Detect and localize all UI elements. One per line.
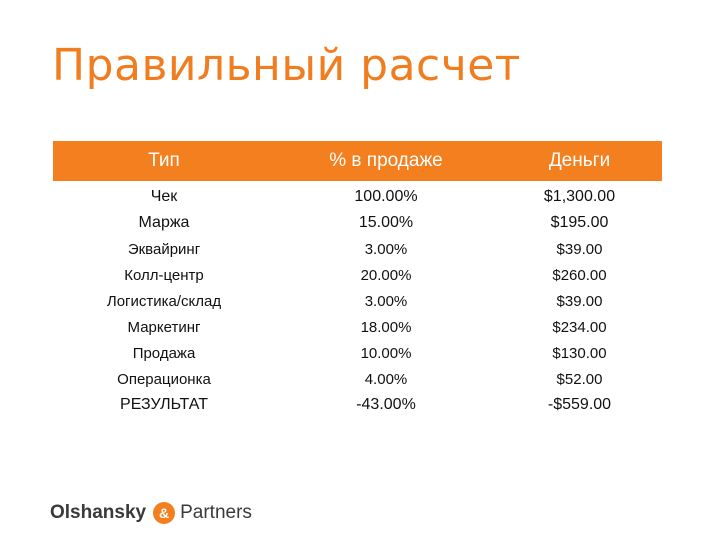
cell-money: $39.00: [556, 240, 603, 258]
cell-money: $52.00: [556, 370, 603, 388]
table-row: Логистика/склад 3.00% $39.00: [53, 288, 662, 314]
table-row: Чек 100.00% $1,300.00: [53, 184, 662, 210]
cell-type: РЕЗУЛЬТАТ: [120, 396, 208, 413]
logo-ampersand-icon: &: [153, 502, 176, 524]
cell-percent: 4.00%: [364, 370, 408, 388]
cell-percent: 100.00%: [354, 188, 418, 205]
cell-type: Операционка: [117, 370, 211, 388]
table-row: Колл-центр 20.00% $260.00: [53, 262, 662, 288]
cell-percent: 10.00%: [360, 344, 412, 362]
page-title: Правильный расчет: [52, 40, 521, 91]
cell-type: Колл-центр: [124, 266, 204, 284]
table-row: Маркетинг 18.00% $234.00: [53, 314, 662, 340]
cell-type: Логистика/склад: [106, 292, 222, 310]
cell-type: Чек: [150, 188, 178, 205]
header-type: Тип: [148, 150, 180, 171]
cell-percent: 3.00%: [364, 240, 408, 258]
logo-word-olshansky: Olshansky: [50, 502, 147, 523]
cell-percent: 3.00%: [364, 292, 408, 310]
table-row: Продажа 10.00% $130.00: [53, 340, 662, 366]
header-percent: % в продаже: [329, 150, 443, 171]
cell-percent: 18.00%: [360, 318, 412, 336]
cell-percent: 15.00%: [358, 214, 414, 231]
table-row: Маржа 15.00% $195.00: [53, 210, 662, 236]
table-row-result: РЕЗУЛЬТАТ -43.00% -$559.00: [53, 392, 662, 418]
table-header: Тип % в продаже Деньги: [53, 141, 662, 181]
cell-percent: -43.00%: [356, 396, 416, 413]
table-row: Эквайринг 3.00% $39.00: [53, 236, 662, 262]
data-table: Тип % в продаже Деньги Чек 100.00% $1,30…: [53, 141, 662, 418]
cell-type: Эквайринг: [127, 240, 201, 258]
cell-money: $195.00: [550, 214, 609, 231]
header-money: Деньги: [548, 150, 611, 171]
cell-type: Маркетинг: [127, 318, 201, 336]
cell-percent: 20.00%: [360, 266, 412, 284]
cell-money: -$559.00: [547, 396, 612, 413]
logo-word-partners: Partners: [180, 502, 252, 523]
cell-money: $234.00: [552, 318, 607, 336]
cell-money: $39.00: [556, 292, 603, 310]
cell-money: $260.00: [552, 266, 607, 284]
company-logo: Olshansky & Partners: [50, 502, 252, 524]
cell-type: Продажа: [132, 344, 196, 362]
cell-money: $130.00: [552, 344, 607, 362]
cell-money: $1,300.00: [543, 188, 616, 205]
table-row: Операционка 4.00% $52.00: [53, 366, 662, 392]
cell-type: Маржа: [138, 214, 190, 231]
